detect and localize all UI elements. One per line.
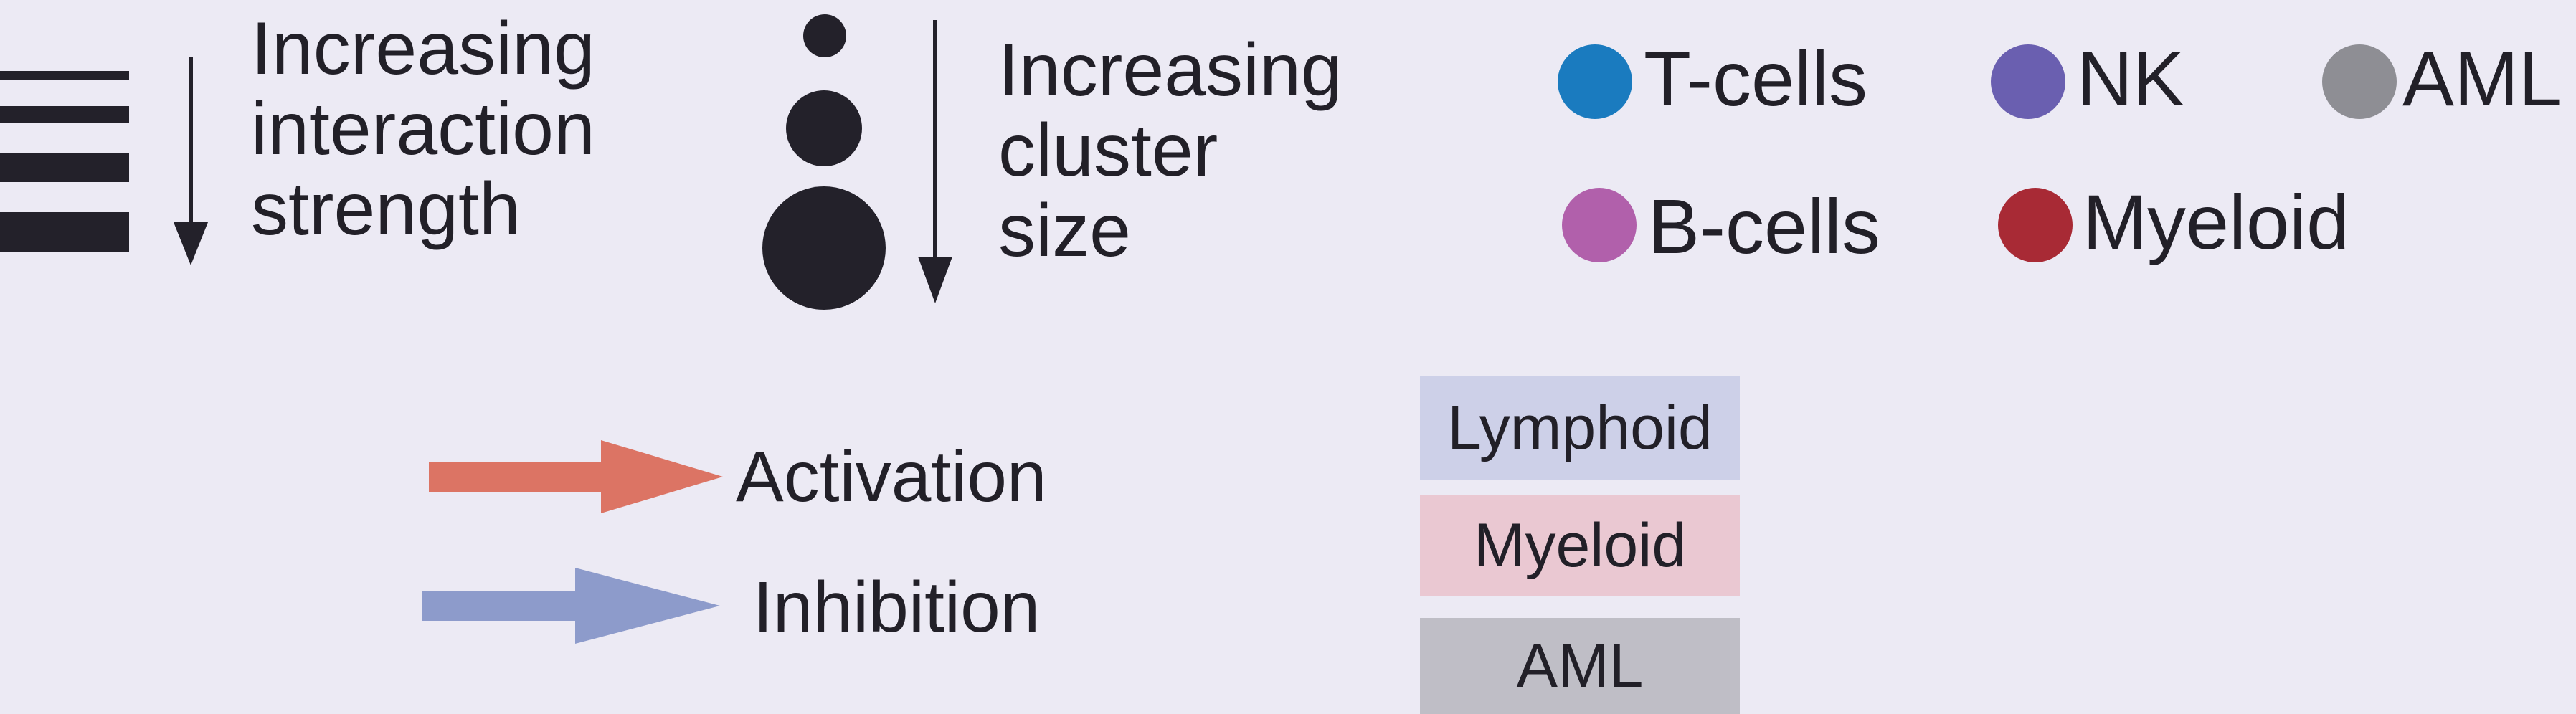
nk-swatch bbox=[1991, 44, 2065, 119]
myeloid-box: Myeloid bbox=[1420, 495, 1740, 596]
inhibition-arrow-icon bbox=[422, 568, 720, 644]
medium-circle-icon bbox=[786, 90, 862, 166]
medium-line-icon bbox=[0, 106, 129, 123]
thin-line-icon bbox=[0, 71, 129, 80]
activation-arrow-icon bbox=[429, 440, 723, 513]
down-arrow-icon bbox=[918, 20, 952, 303]
myeloid-swatch bbox=[1998, 188, 2073, 262]
cluster-size-label: Increasing cluster size bbox=[998, 29, 1343, 272]
lymphoid-box: Lymphoid bbox=[1420, 376, 1740, 480]
thickest-line-icon bbox=[0, 212, 129, 252]
small-circle-icon bbox=[803, 14, 846, 57]
t-cells-swatch bbox=[1558, 44, 1632, 119]
b-cells-label: B-cells bbox=[1648, 183, 1881, 270]
aml-label: AML bbox=[2402, 35, 2562, 122]
b-cells-swatch bbox=[1562, 188, 1637, 262]
aml-swatch bbox=[2322, 44, 2397, 119]
interaction-strength-label: Increasing interaction strength bbox=[251, 7, 595, 251]
t-cells-label: T-cells bbox=[1644, 35, 1868, 122]
inhibition-label: Inhibition bbox=[753, 567, 1041, 647]
myeloid-label: Myeloid bbox=[2083, 178, 2350, 265]
down-arrow-icon bbox=[174, 57, 208, 265]
aml-box: AML bbox=[1420, 618, 1740, 714]
activation-label: Activation bbox=[736, 437, 1047, 517]
large-circle-icon bbox=[762, 186, 886, 310]
thick-line-icon bbox=[0, 153, 129, 182]
nk-label: NK bbox=[2077, 35, 2185, 122]
